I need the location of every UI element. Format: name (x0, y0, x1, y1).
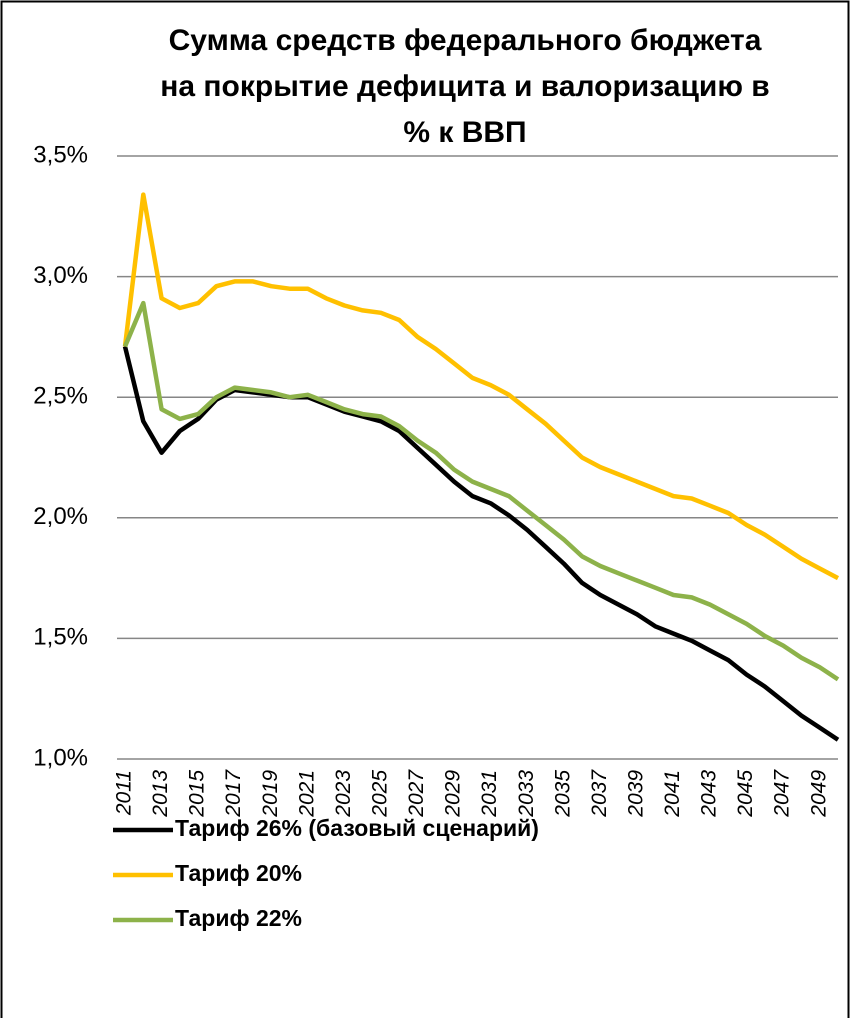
legend-label: Тариф 22% (175, 905, 302, 931)
x-tick-label: 2021 (295, 770, 318, 818)
x-tick-label: 2013 (149, 770, 172, 818)
x-tick-label: 2033 (515, 770, 538, 818)
x-tick-label: 2049 (807, 770, 830, 818)
x-tick-label: 2029 (442, 770, 465, 818)
x-tick-label: 2043 (698, 770, 721, 818)
y-tick-label: 2,5% (33, 383, 88, 410)
y-tick-label: 2,0% (33, 503, 88, 530)
x-tick-label: 2015 (186, 770, 209, 818)
chart-title: на покрытие дефицита и валоризацию в (160, 70, 769, 103)
x-tick-label: 2019 (259, 770, 282, 818)
y-tick-label: 1,0% (33, 744, 88, 771)
x-tick-label: 2037 (588, 769, 611, 818)
y-tick-label: 1,5% (33, 624, 88, 651)
chart-title: Сумма средств федерального бюджета (169, 24, 762, 57)
x-tick-label: 2017 (222, 769, 245, 818)
x-tick-label: 2035 (551, 770, 574, 818)
series-line (122, 300, 840, 682)
x-tick-label: 2011 (113, 770, 136, 816)
x-tick-label: 2045 (734, 770, 757, 818)
x-tick-label: 2031 (478, 770, 501, 818)
legend-label: Тариф 26% (базовый сценарий) (175, 815, 539, 841)
x-tick-label: 2023 (332, 770, 355, 818)
series-line (122, 345, 840, 742)
legend-label: Тариф 20% (175, 860, 302, 886)
series-line (122, 192, 840, 581)
y-tick-label: 3,0% (33, 262, 88, 289)
y-tick-label: 3,5% (33, 141, 88, 168)
x-tick-label: 2039 (624, 770, 647, 818)
x-tick-label: 2047 (771, 769, 794, 818)
x-tick-label: 2025 (368, 770, 391, 818)
x-tick-label: 2027 (405, 769, 428, 818)
chart-title: % к ВВП (403, 116, 526, 149)
x-tick-label: 2041 (661, 770, 684, 818)
